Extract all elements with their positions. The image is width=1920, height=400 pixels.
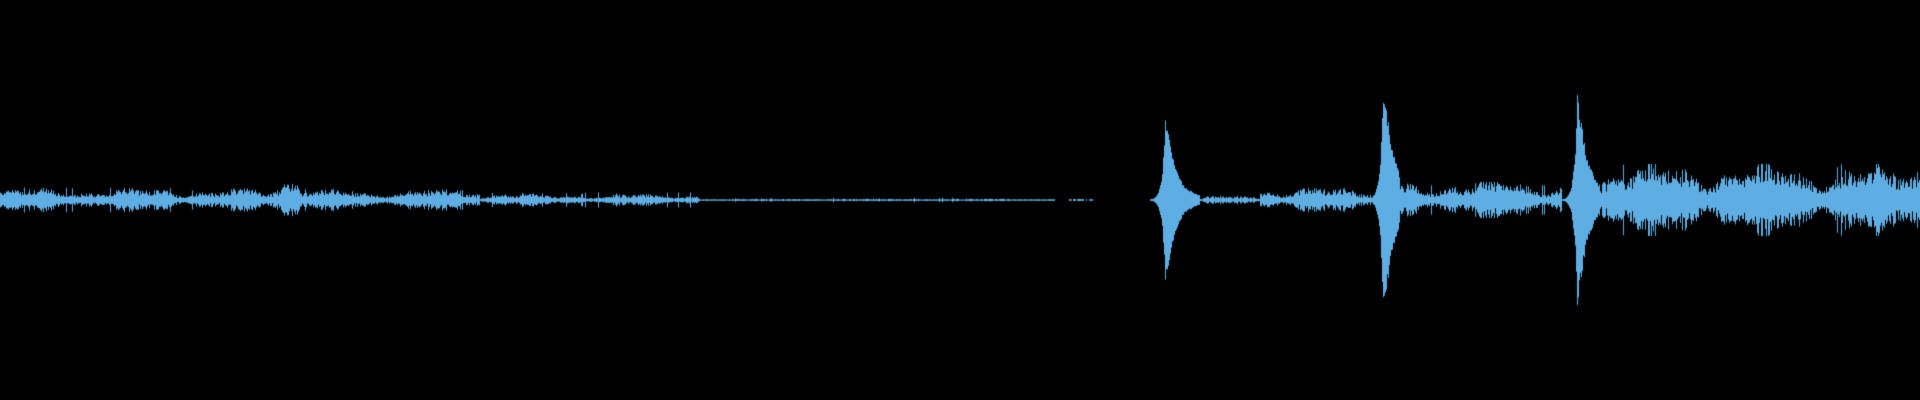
waveform-canvas[interactable] [0, 0, 1920, 400]
audio-waveform-viewer[interactable]: Audio Waveform [0, 0, 1920, 400]
